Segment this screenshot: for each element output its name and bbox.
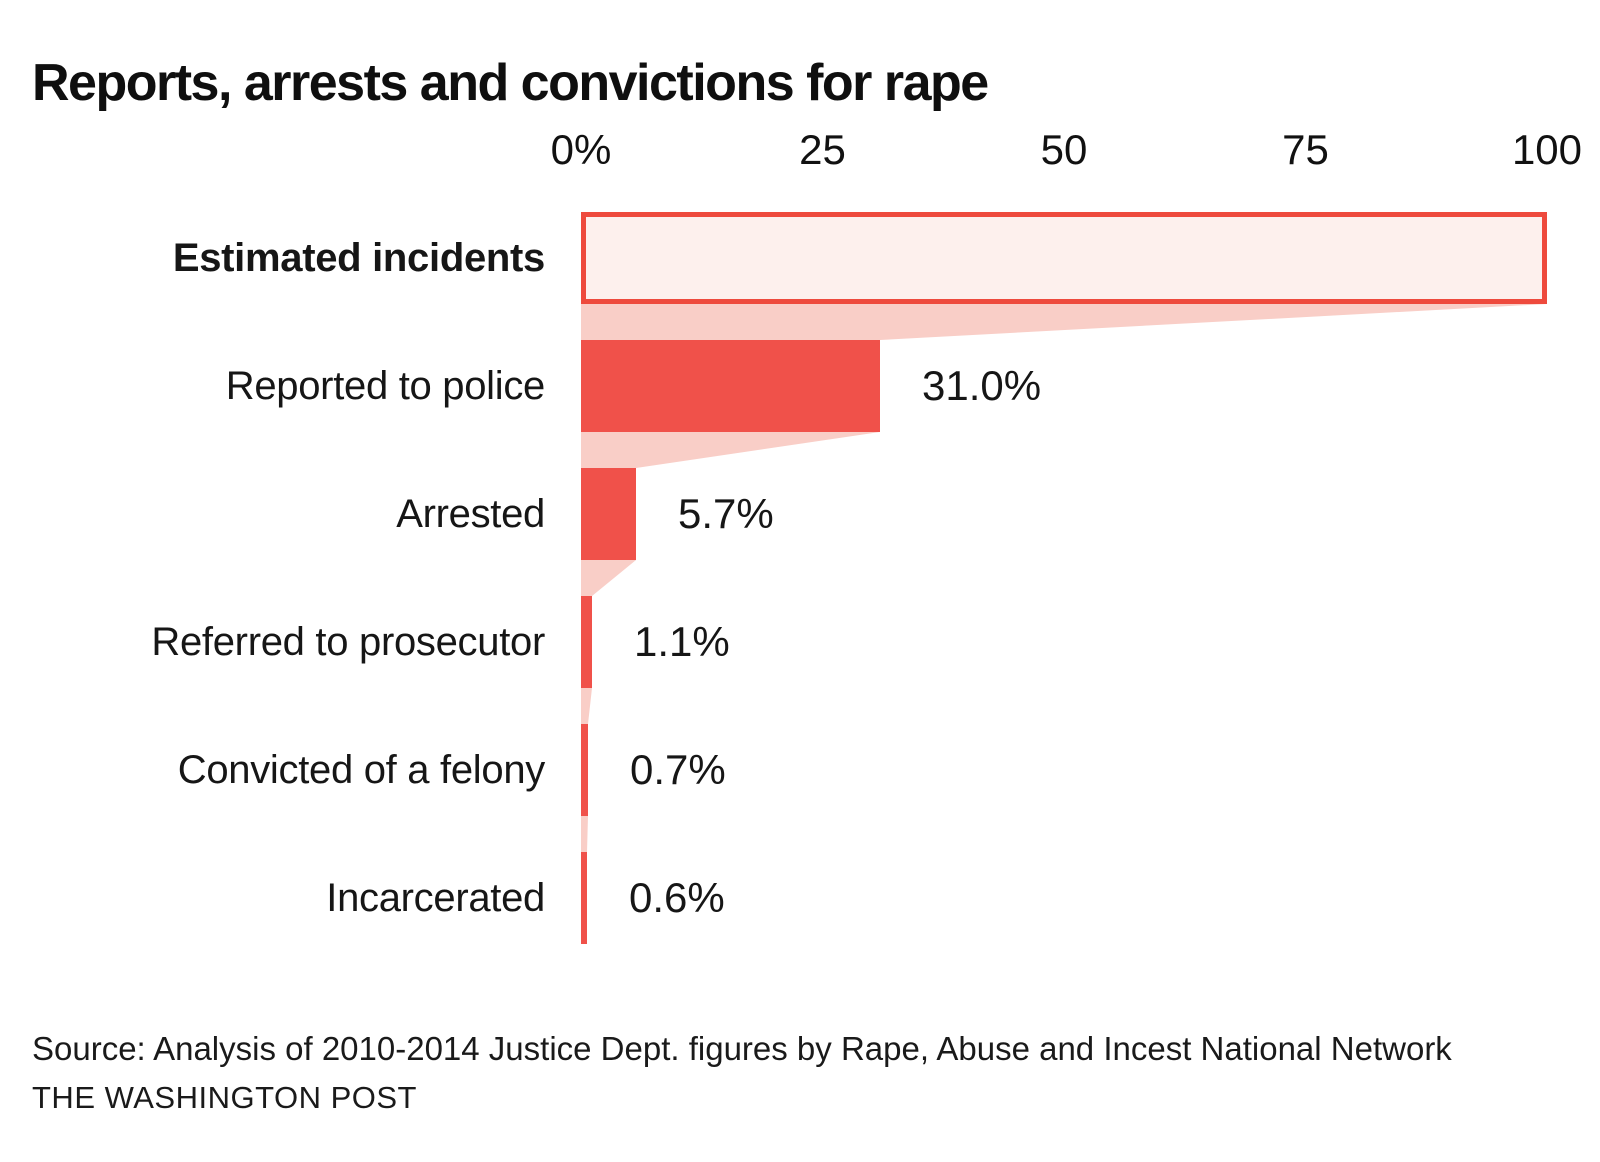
funnel-connector — [581, 432, 880, 468]
funnel-connector — [581, 688, 592, 724]
bar-reported-to-police — [581, 340, 880, 432]
chart-title: Reports, arrests and convictions for rap… — [32, 53, 989, 112]
bar-arrested — [581, 468, 636, 560]
category-label: Estimated incidents — [172, 236, 545, 280]
x-axis-tick-label: 50 — [1040, 126, 1088, 173]
value-label: 1.1% — [634, 618, 730, 665]
funnel-connector — [581, 816, 588, 852]
attribution: THE WASHINGTON POST — [32, 1080, 417, 1115]
bar-incarcerated — [581, 852, 587, 944]
value-label: 0.7% — [630, 746, 726, 793]
funnel-connector — [581, 560, 636, 596]
value-label: 31.0% — [922, 362, 1042, 409]
value-label: 5.7% — [678, 490, 774, 537]
category-label: Incarcerated — [326, 876, 545, 920]
x-axis-tick-label: 25 — [799, 126, 846, 173]
x-axis-tick-label: 0% — [550, 126, 612, 173]
bar-estimated-incidents — [581, 212, 1547, 304]
x-axis-tick-label: 100 — [1511, 126, 1583, 173]
category-label: Convicted of a felony — [177, 748, 546, 792]
category-label: Referred to prosecutor — [151, 620, 545, 664]
value-label: 0.6% — [629, 874, 725, 921]
source-note: Source: Analysis of 2010-2014 Justice De… — [32, 1030, 1452, 1067]
bar-convicted-of-a-felony — [581, 724, 588, 816]
category-label: Arrested — [396, 492, 545, 536]
x-axis-tick-label: 75 — [1282, 126, 1329, 173]
bar-referred-to-prosecutor — [581, 596, 592, 688]
funnel-connector — [581, 304, 1547, 340]
category-label: Reported to police — [225, 364, 546, 408]
